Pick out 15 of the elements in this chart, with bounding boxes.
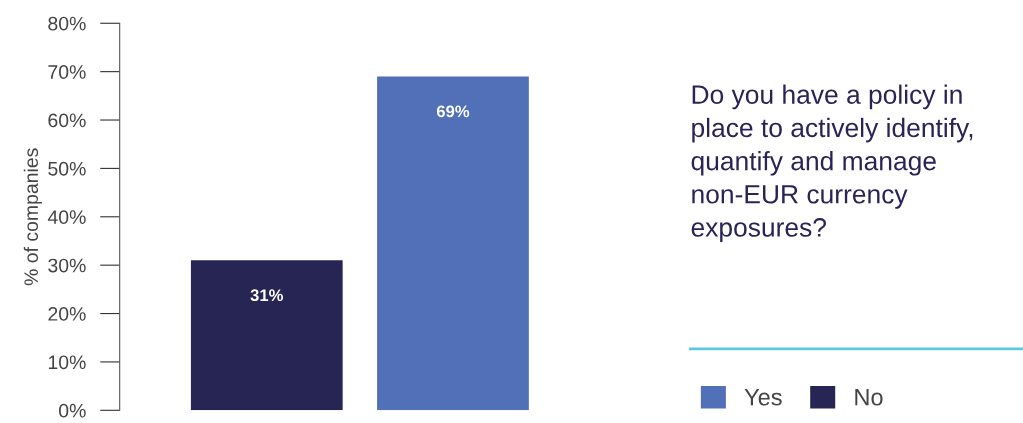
- data-label: 69%: [436, 105, 470, 118]
- y-tick-label: 80%: [48, 16, 86, 31]
- y-tick-label: 10%: [48, 355, 86, 370]
- legend-label: Yes: [744, 389, 782, 406]
- y-axis-title: % of companies: [23, 148, 42, 286]
- y-tick-label: 30%: [48, 258, 86, 273]
- legend-label: No: [855, 389, 883, 406]
- y-tick-label: 70%: [48, 65, 86, 79]
- y-tick-label: 60%: [48, 113, 86, 128]
- y-tick-label: 40%: [47, 210, 86, 225]
- text: Do you have a policy in place to actively identify, quantify and manage non-EUR currency exposures?: [691, 84, 973, 243]
- y-tick-label: 50%: [48, 161, 86, 176]
- y-tick-label: 0%: [59, 403, 86, 418]
- data-label: 31%: [250, 289, 284, 302]
- y-tick-label: 20%: [48, 307, 86, 321]
